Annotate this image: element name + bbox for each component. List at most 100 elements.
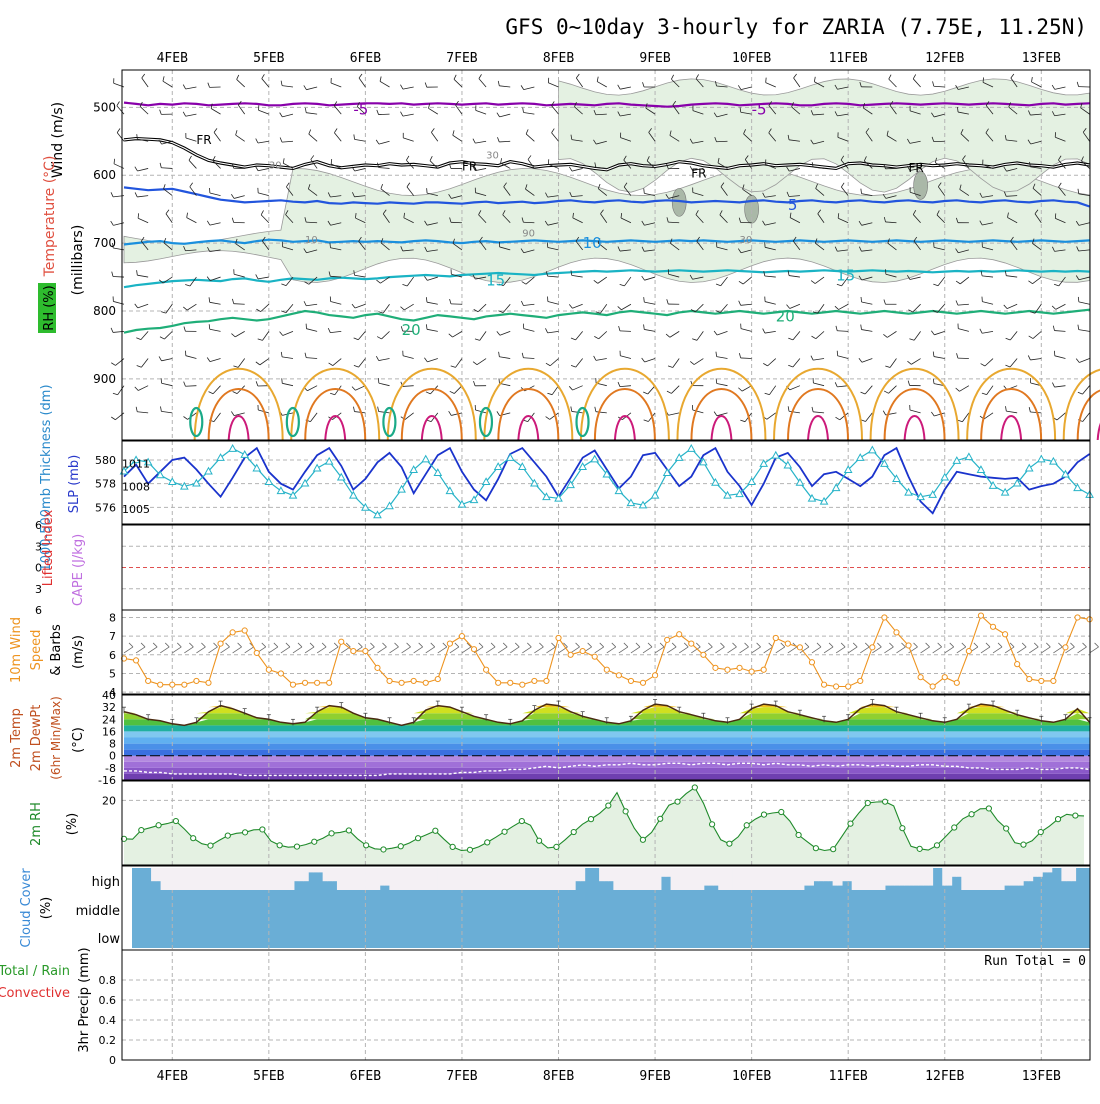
wind-barb [258,141,269,143]
wind-barb [455,359,461,368]
cloud-high-gap-31 [280,868,285,890]
cloud-high-gap-58 [408,868,413,890]
wind-barb [141,331,148,339]
wind-barb-flag [1029,407,1030,412]
cloud-high-gap-64 [437,868,442,890]
wind10m-speed-point-47 [689,641,694,646]
wind-barb [214,413,221,422]
cloud-high-gap-179 [985,868,990,890]
wind-barb [214,132,220,141]
wind10m-speed-point-9 [230,630,235,635]
wind-barb-flag [160,110,162,115]
wind-barb-flag [473,381,475,386]
cloud-high-gap-45 [346,868,351,890]
wind10m-speed-point-70 [966,648,971,653]
wind10m-barb [981,647,990,653]
bl-loop-4-0 [581,369,669,440]
wind-barb [403,386,414,387]
wind10m-barb [1090,647,1099,653]
top-date-label-7FEB: 7FEB [446,51,477,66]
wind10m-speed-point-63 [882,615,887,620]
wind-barb [982,276,993,277]
precip-ytick-0.2: 0.2 [99,1034,117,1047]
wind-barb-flag [137,270,138,275]
wind-barb-flag [450,391,454,393]
cloud-high-gap-142 [809,868,814,886]
wind-barb-flag [187,213,188,218]
cloud-high-gap-118 [694,868,699,890]
wind10m-barb-flag [201,643,205,647]
wind-barb-flag [571,407,572,412]
wind-barb [865,386,872,394]
cloud-high-gap-59 [413,868,418,890]
wind-barb-flag [835,306,839,309]
wind-barb [813,412,824,413]
wind-barb-flag [354,338,359,340]
wind-barb [572,168,583,171]
wind-barb-flag [738,85,741,89]
wind10m-speed-point-60 [846,684,851,689]
wind-barb-flag [618,85,620,89]
wind-barb-flag [183,112,185,116]
wind-barb-flag [256,362,260,365]
rh-2m-point-30 [640,837,645,842]
rh-2m-point-44 [882,799,887,804]
cloud-high-gap-144 [818,868,823,881]
isotherm-label-15-0: 15 [486,271,505,289]
temp-ytick-0: 0 [109,750,116,763]
wind10m-barb-flag [1010,643,1014,647]
wind-barb [837,331,848,332]
wind10m-barb-flag [153,643,157,647]
wind-barb-flag [330,393,335,394]
wind-barb [914,331,920,340]
bl-loop-core-8 [1001,416,1021,440]
wind10m-speed-point-72 [990,624,995,629]
wind-barb-flag [258,339,263,340]
upper-air-ytick-900: 900 [93,372,116,386]
ylabel-temp-units: (°C) [71,727,86,753]
bottom-date-label-12FEB: 12FEB [925,1069,964,1084]
ylabel-precip-total: Total / Rain [0,964,70,979]
temp-ytick-40: 40 [102,689,116,702]
wind10m-speed-point-79 [1075,615,1080,620]
wind-barb-flag [185,284,190,286]
wind-barb [404,304,413,310]
wind-barb-flag [526,129,528,134]
wind10m-barb [1041,647,1050,653]
wind10m-barb-flag [503,643,507,647]
wind10m-speed-point-1 [133,658,138,663]
wind-barb-flag [328,328,330,333]
cloud-high-gap-153 [861,868,866,890]
wind-barb [1079,359,1089,363]
wind-barb [260,359,269,365]
top-date-label-11FEB: 11FEB [829,51,868,66]
wind10m-speed-point-35 [544,678,549,683]
wind-barb [213,386,220,394]
rh-contour-label-0: 30 [486,150,499,161]
wind-barb-flag [473,139,475,143]
wind10m-speed-point-43 [640,680,645,685]
wind-barb [572,275,583,277]
wind-barb-flag [1032,77,1033,82]
cloud-high-gap-44 [342,868,347,890]
wind-barb [1007,304,1017,308]
wind10m-barb-flag [732,643,736,647]
wind10m-speed-point-56 [797,645,802,650]
wind-barb [137,275,148,277]
cloud-high-gap-181 [995,868,1000,890]
wind-barb [697,331,703,340]
rh-2m-point-2 [156,823,161,828]
rh-2m-point-27 [588,817,593,822]
cloud-high-gap-154 [866,868,871,890]
cloud-high-gap-98 [599,868,604,881]
wind10m-barb-flag [431,643,435,647]
cloud-high-gap-175 [966,868,971,890]
wind-barb-flag [163,76,164,81]
wind10m-speed-point-30 [483,667,488,672]
wind-barb [1006,276,1017,277]
wind-barb-flag [304,301,306,305]
cloud-high-gap-152 [856,868,861,890]
slp-point-62 [869,447,876,453]
wind-barb [480,331,486,340]
slp-point-38 [579,463,586,469]
